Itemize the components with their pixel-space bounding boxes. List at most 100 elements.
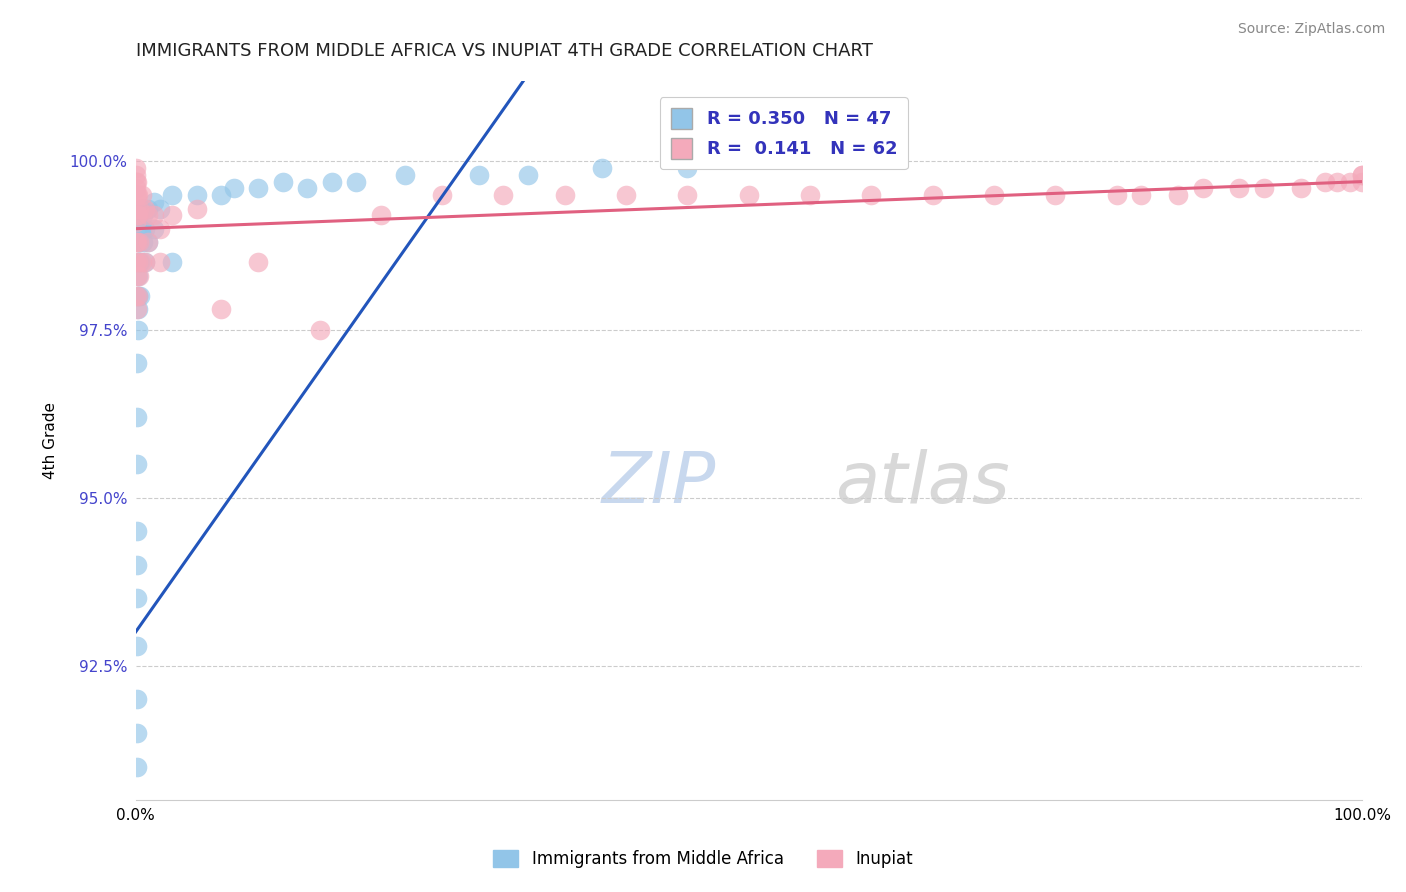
Point bbox=[983, 188, 1005, 202]
Point bbox=[209, 188, 232, 202]
Point bbox=[1351, 175, 1374, 189]
Point bbox=[132, 208, 155, 222]
Point bbox=[125, 356, 148, 370]
Point bbox=[676, 161, 699, 176]
Point bbox=[162, 188, 184, 202]
Point bbox=[676, 188, 699, 202]
Point bbox=[297, 181, 319, 195]
Point bbox=[127, 255, 149, 269]
Point bbox=[127, 208, 149, 222]
Point bbox=[1315, 175, 1337, 189]
Point bbox=[1045, 188, 1067, 202]
Point bbox=[125, 558, 148, 572]
Text: atlas: atlas bbox=[835, 449, 1010, 518]
Point bbox=[128, 235, 150, 249]
Point bbox=[1167, 188, 1189, 202]
Point bbox=[124, 181, 146, 195]
Point bbox=[124, 255, 146, 269]
Point bbox=[131, 202, 153, 216]
Point bbox=[1326, 175, 1348, 189]
Point bbox=[127, 289, 149, 303]
Point bbox=[394, 168, 416, 182]
Point bbox=[1105, 188, 1128, 202]
Point bbox=[125, 759, 148, 773]
Point bbox=[321, 175, 343, 189]
Point bbox=[125, 208, 148, 222]
Point bbox=[125, 457, 148, 471]
Point bbox=[799, 188, 821, 202]
Point bbox=[1253, 181, 1275, 195]
Y-axis label: 4th Grade: 4th Grade bbox=[44, 402, 58, 479]
Point bbox=[162, 208, 184, 222]
Point bbox=[127, 322, 149, 336]
Point bbox=[128, 268, 150, 283]
Point bbox=[344, 175, 367, 189]
Point bbox=[468, 168, 491, 182]
Point bbox=[554, 188, 576, 202]
Point bbox=[1289, 181, 1312, 195]
Point bbox=[1227, 181, 1250, 195]
Point bbox=[125, 639, 148, 653]
Point bbox=[125, 175, 148, 189]
Point bbox=[591, 161, 613, 176]
Point bbox=[143, 221, 166, 235]
Point bbox=[129, 255, 152, 269]
Point bbox=[125, 726, 148, 740]
Point bbox=[149, 255, 172, 269]
Point bbox=[162, 255, 184, 269]
Point bbox=[124, 215, 146, 229]
Point bbox=[149, 221, 172, 235]
Point bbox=[492, 188, 515, 202]
Legend: Immigrants from Middle Africa, Inupiat: Immigrants from Middle Africa, Inupiat bbox=[486, 843, 920, 875]
Text: Source: ZipAtlas.com: Source: ZipAtlas.com bbox=[1237, 22, 1385, 37]
Point bbox=[136, 235, 159, 249]
Text: ZIP: ZIP bbox=[602, 449, 716, 518]
Point bbox=[143, 194, 166, 209]
Point bbox=[1191, 181, 1213, 195]
Text: IMMIGRANTS FROM MIDDLE AFRICA VS INUPIAT 4TH GRADE CORRELATION CHART: IMMIGRANTS FROM MIDDLE AFRICA VS INUPIAT… bbox=[135, 42, 873, 60]
Point bbox=[134, 221, 156, 235]
Point bbox=[129, 221, 152, 235]
Point bbox=[124, 175, 146, 189]
Point bbox=[125, 591, 148, 606]
Point bbox=[370, 208, 392, 222]
Point bbox=[125, 235, 148, 249]
Point bbox=[132, 235, 155, 249]
Point bbox=[124, 235, 146, 249]
Point bbox=[134, 202, 156, 216]
Point bbox=[247, 181, 270, 195]
Point bbox=[131, 255, 153, 269]
Point bbox=[738, 188, 761, 202]
Point bbox=[134, 255, 156, 269]
Point bbox=[125, 409, 148, 424]
Point bbox=[271, 175, 294, 189]
Point bbox=[127, 289, 149, 303]
Point bbox=[124, 188, 146, 202]
Point bbox=[136, 202, 159, 216]
Point bbox=[186, 202, 208, 216]
Legend: R = 0.350   N = 47, R =  0.141   N = 62: R = 0.350 N = 47, R = 0.141 N = 62 bbox=[659, 97, 908, 169]
Point bbox=[125, 268, 148, 283]
Point bbox=[186, 188, 208, 202]
Point bbox=[1351, 168, 1374, 182]
Point bbox=[614, 188, 637, 202]
Point bbox=[136, 208, 159, 222]
Point bbox=[131, 221, 153, 235]
Point bbox=[124, 168, 146, 182]
Point bbox=[1130, 188, 1153, 202]
Point bbox=[430, 188, 453, 202]
Point bbox=[125, 692, 148, 706]
Point bbox=[128, 255, 150, 269]
Point bbox=[1351, 168, 1374, 182]
Point bbox=[127, 268, 149, 283]
Point bbox=[134, 255, 156, 269]
Point bbox=[149, 202, 172, 216]
Point bbox=[124, 161, 146, 176]
Point bbox=[308, 322, 330, 336]
Point bbox=[124, 202, 146, 216]
Point bbox=[127, 188, 149, 202]
Point bbox=[127, 235, 149, 249]
Point bbox=[128, 208, 150, 222]
Point bbox=[209, 302, 232, 317]
Point bbox=[131, 188, 153, 202]
